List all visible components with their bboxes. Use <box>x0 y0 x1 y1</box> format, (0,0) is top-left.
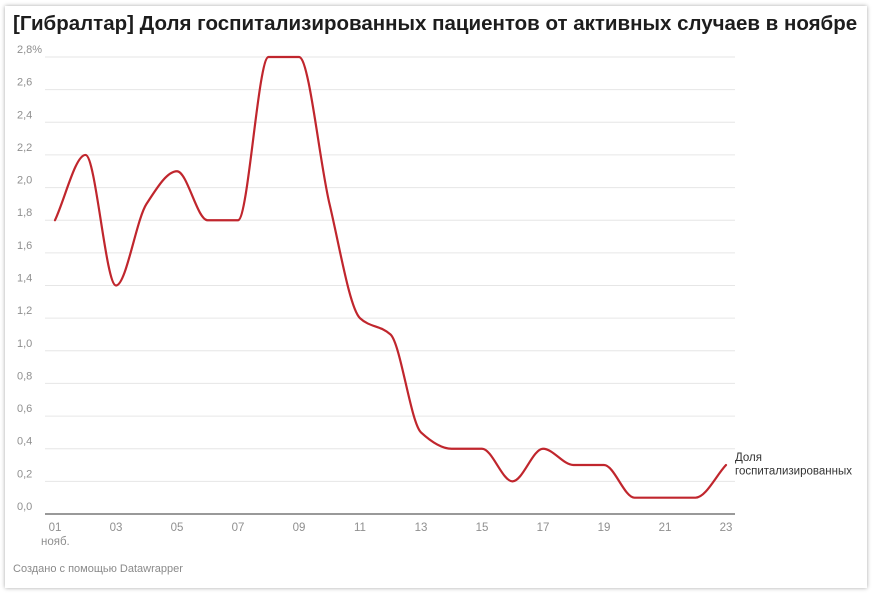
x-tick-label: 21 <box>659 522 672 534</box>
data-point <box>267 56 269 58</box>
x-tick-label: 03 <box>110 522 123 534</box>
data-point <box>511 480 513 482</box>
data-point <box>115 284 117 286</box>
y-tick-label: 0,6 <box>17 403 32 415</box>
data-point <box>572 464 574 466</box>
series-lines: Доля госпитализированных <box>53 55 852 499</box>
series-label-line: госпитализированных <box>735 466 852 478</box>
data-point <box>694 496 696 498</box>
x-axis-ticks: 01 нояб. 03 05 07 09 11 13 15 17 19 21 23 <box>41 522 732 548</box>
x-tick-label: 17 <box>537 522 550 534</box>
data-point <box>725 464 727 466</box>
y-tick-label: 1,8 <box>17 207 32 219</box>
data-point <box>389 333 391 335</box>
data-point <box>359 317 361 319</box>
x-tick-label: 09 <box>293 522 306 534</box>
data-point <box>84 154 86 156</box>
y-tick-label: 1,0 <box>17 338 32 350</box>
y-tick-label: 2,0 <box>17 175 32 187</box>
data-point <box>450 448 452 450</box>
chart-title: [Гибралтар] Доля госпитализированных пац… <box>13 12 858 35</box>
y-tick-label: 1,6 <box>17 240 32 252</box>
y-tick-label: 2,2 <box>17 142 32 154</box>
data-point <box>328 203 330 205</box>
data-point <box>542 448 544 450</box>
x-tick-label: 01 <box>49 522 62 534</box>
data-point <box>664 496 666 498</box>
x-tick-label: 11 <box>354 522 366 534</box>
y-tick-label: 0,2 <box>17 468 32 480</box>
data-point <box>633 496 635 498</box>
x-tick-label: 13 <box>415 522 428 534</box>
data-point <box>603 464 605 466</box>
y-tick-label: 2,8% <box>17 44 42 56</box>
y-tick-label: 2,6 <box>17 77 32 89</box>
series-line <box>53 55 728 499</box>
data-point <box>176 170 178 172</box>
y-tick-label: 0,4 <box>17 436 32 448</box>
data-point <box>145 203 147 205</box>
x-tick-label: 23 <box>720 522 733 534</box>
x-tick-label: 05 <box>171 522 184 534</box>
data-point <box>237 219 239 221</box>
series-label: Доля госпитализированных <box>735 452 852 478</box>
series-label-line: Доля <box>735 452 762 464</box>
y-tick-label: 1,4 <box>17 273 32 285</box>
x-tick-sublabel: нояб. <box>41 536 70 548</box>
data-point <box>481 448 483 450</box>
y-axis-ticks: 0,0 0,2 0,4 0,6 0,8 1,0 1,2 1,4 1,6 1,8 2,0 2,2 2,4 2… <box>17 44 42 513</box>
data-point <box>298 56 300 58</box>
footer-credit: Создано с помощью Datawrapper <box>13 563 183 575</box>
y-tick-label: 0,0 <box>17 501 32 513</box>
y-tick-label: 2,4 <box>17 109 32 121</box>
grid-lines <box>45 56 735 515</box>
chart-card <box>5 6 867 588</box>
data-point <box>54 219 56 221</box>
data-point <box>420 431 422 433</box>
x-tick-label: 15 <box>476 522 489 534</box>
y-tick-label: 0,8 <box>17 370 32 382</box>
x-tick-label: 07 <box>232 522 245 534</box>
y-tick-label: 1,2 <box>17 305 32 317</box>
data-point <box>206 219 208 221</box>
x-tick-label: 19 <box>598 522 611 534</box>
